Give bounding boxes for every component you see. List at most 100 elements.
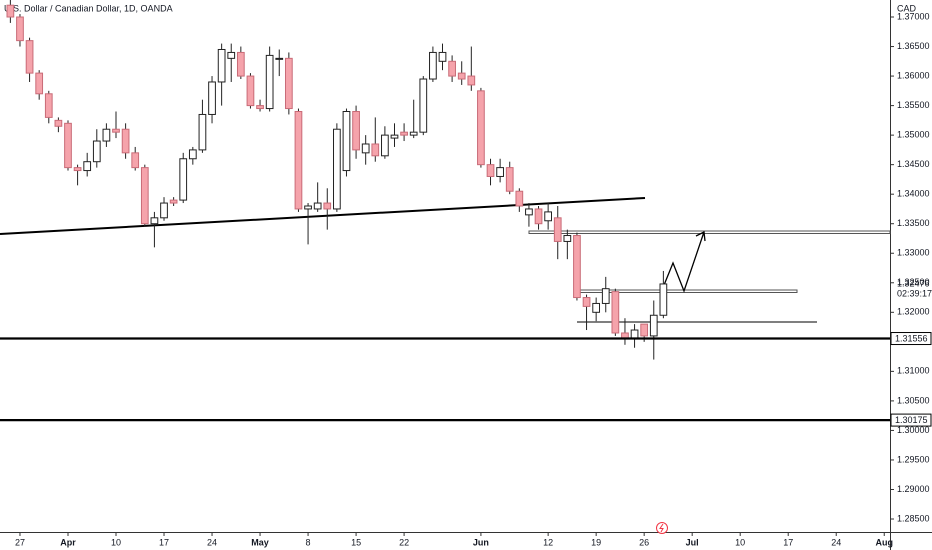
candle-body: [160, 202, 168, 219]
y-tick-label: 1.28500: [897, 513, 930, 523]
candle-body: [429, 51, 437, 80]
event-icon-bolt: [659, 523, 664, 533]
candle-body: [525, 208, 533, 216]
y-tick-label: 1.37000: [897, 11, 930, 21]
x-tick-label: 24: [207, 537, 217, 547]
candle-body: [592, 302, 601, 313]
x-tick-label: 26: [639, 537, 649, 547]
candle-body: [342, 111, 351, 172]
candle-body: [381, 134, 389, 157]
candle-body: [323, 202, 332, 210]
candle-body: [371, 143, 380, 157]
y-tick-label: 1.35000: [897, 130, 930, 140]
y-tick-label: 1.34500: [897, 159, 930, 169]
candle-body: [304, 205, 312, 210]
candle-body: [150, 217, 159, 225]
candle-body: [131, 152, 140, 169]
x-tick-label: 19: [591, 537, 601, 547]
candle-body: [496, 167, 504, 177]
candle-body: [409, 131, 418, 136]
candle-body: [573, 235, 581, 299]
x-tick-label: 24: [831, 537, 841, 547]
x-tick-label: 17: [783, 537, 793, 547]
candle-body: [102, 128, 111, 142]
y-tick-label: 1.36500: [897, 41, 930, 51]
candle-body: [217, 48, 226, 83]
candle-body: [582, 297, 591, 307]
candle-body: [112, 128, 120, 133]
countdown-label: 02:39:17: [897, 289, 932, 299]
candle-body: [265, 54, 274, 110]
candle-body: [352, 111, 360, 151]
candle-body: [54, 119, 63, 127]
last-price-label: 1.32476: [897, 279, 930, 289]
candle-body: [121, 128, 130, 154]
candle-body: [448, 60, 456, 77]
level-label: 1.30175: [895, 415, 928, 425]
y-tick-label: 1.34000: [897, 189, 930, 199]
y-tick-label: 1.36000: [897, 70, 930, 80]
x-tick-label: Jul: [686, 537, 699, 547]
candle-body: [640, 323, 649, 337]
candle-body: [563, 235, 572, 242]
candle-body: [467, 75, 476, 86]
candle-body: [227, 51, 236, 59]
level-label: 1.31556: [895, 333, 928, 343]
y-tick-label: 1.30500: [897, 395, 930, 405]
candle-body: [534, 208, 543, 225]
candle-body: [275, 57, 284, 60]
candle-body: [333, 128, 341, 210]
y-tick-label: 1.32000: [897, 307, 930, 317]
candle-body: [246, 75, 255, 107]
candle-body: [83, 161, 92, 172]
projection-arrow: [661, 231, 706, 293]
x-tick-label: 27: [15, 537, 25, 547]
candle-body: [294, 111, 303, 210]
candle-body: [659, 283, 668, 316]
trend-line: [0, 197, 646, 235]
y-tick-label: 1.31000: [897, 366, 930, 376]
candle-body: [553, 217, 562, 242]
candle-body: [361, 143, 370, 154]
x-tick-label: 10: [735, 537, 745, 547]
x-tick-label: 12: [543, 537, 553, 547]
candle-body: [486, 164, 495, 177]
level-label-box: [890, 413, 932, 427]
x-tick-label: 22: [399, 537, 409, 547]
candle-body: [35, 72, 44, 95]
candle-body: [44, 93, 53, 118]
level-label-box: [890, 332, 932, 346]
candle-body: [477, 90, 485, 166]
x-tick-label: 10: [111, 537, 121, 547]
candle-body: [6, 4, 15, 18]
candle-body: [438, 51, 447, 62]
candle-body: [457, 72, 466, 80]
y-tick-label: 1.32500: [897, 277, 930, 287]
candle-body: [198, 113, 207, 151]
candle-body: [419, 78, 428, 133]
candle-body: [601, 288, 610, 304]
candle-body: [73, 167, 82, 172]
x-tick-label: Apr: [60, 537, 76, 547]
x-tick-label: 15: [351, 537, 361, 547]
chart-title: U.S. Dollar / Canadian Dollar, 1D, OANDA: [4, 3, 173, 13]
candle-body: [16, 16, 24, 42]
candle-body: [515, 190, 524, 207]
candle-body: [649, 314, 658, 337]
candle-body: [256, 105, 264, 110]
candle-body: [169, 199, 178, 204]
x-tick-label: Jun: [473, 537, 489, 547]
candle-body: [179, 158, 188, 201]
range-box: [528, 230, 891, 234]
candle-body: [400, 131, 408, 136]
candle-body: [92, 140, 101, 163]
x-tick-label: May: [251, 537, 269, 547]
candle-body: [505, 167, 514, 192]
candle-body: [25, 40, 34, 74]
x-tick-label: 17: [159, 537, 169, 547]
y-tick-label: 1.29500: [897, 454, 930, 464]
y-tick-label: 1.35500: [897, 100, 930, 110]
candle-body: [544, 211, 552, 222]
